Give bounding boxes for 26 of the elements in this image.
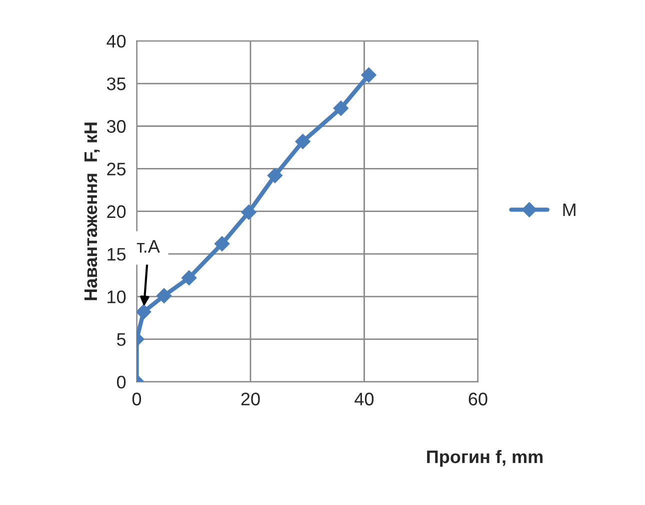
- point: [333, 100, 348, 116]
- y-tick-label: 10: [108, 290, 126, 304]
- point: [136, 304, 152, 320]
- y-tick-label: 15: [108, 248, 126, 261]
- x-tick-label: 20: [241, 392, 260, 406]
- point: [214, 236, 230, 252]
- x-tick-label: 60: [468, 392, 488, 406]
- y-tick-label: 35: [106, 77, 126, 90]
- point: [295, 134, 310, 150]
- x-axis-title: Прогин f, mm: [427, 450, 543, 467]
- annotation: т.А: [136, 240, 160, 253]
- y-tick-label: 40: [106, 34, 126, 48]
- y-tick-label: 5: [117, 333, 126, 346]
- y-tick-label: 20: [107, 205, 126, 218]
- x-tick-label: 0: [132, 392, 142, 406]
- point: [181, 270, 197, 286]
- point: [361, 67, 376, 83]
- y-axis-title: Навантаження F, кН: [84, 122, 100, 300]
- legend-label: М: [563, 204, 576, 216]
- point: [241, 204, 256, 220]
- y-tick-label: 0: [116, 376, 126, 388]
- point: [267, 168, 282, 184]
- y-tick-label: 25: [107, 162, 126, 176]
- y-tick-label: 30: [106, 120, 126, 133]
- point: [156, 288, 172, 304]
- x-tick-label: 40: [354, 392, 374, 406]
